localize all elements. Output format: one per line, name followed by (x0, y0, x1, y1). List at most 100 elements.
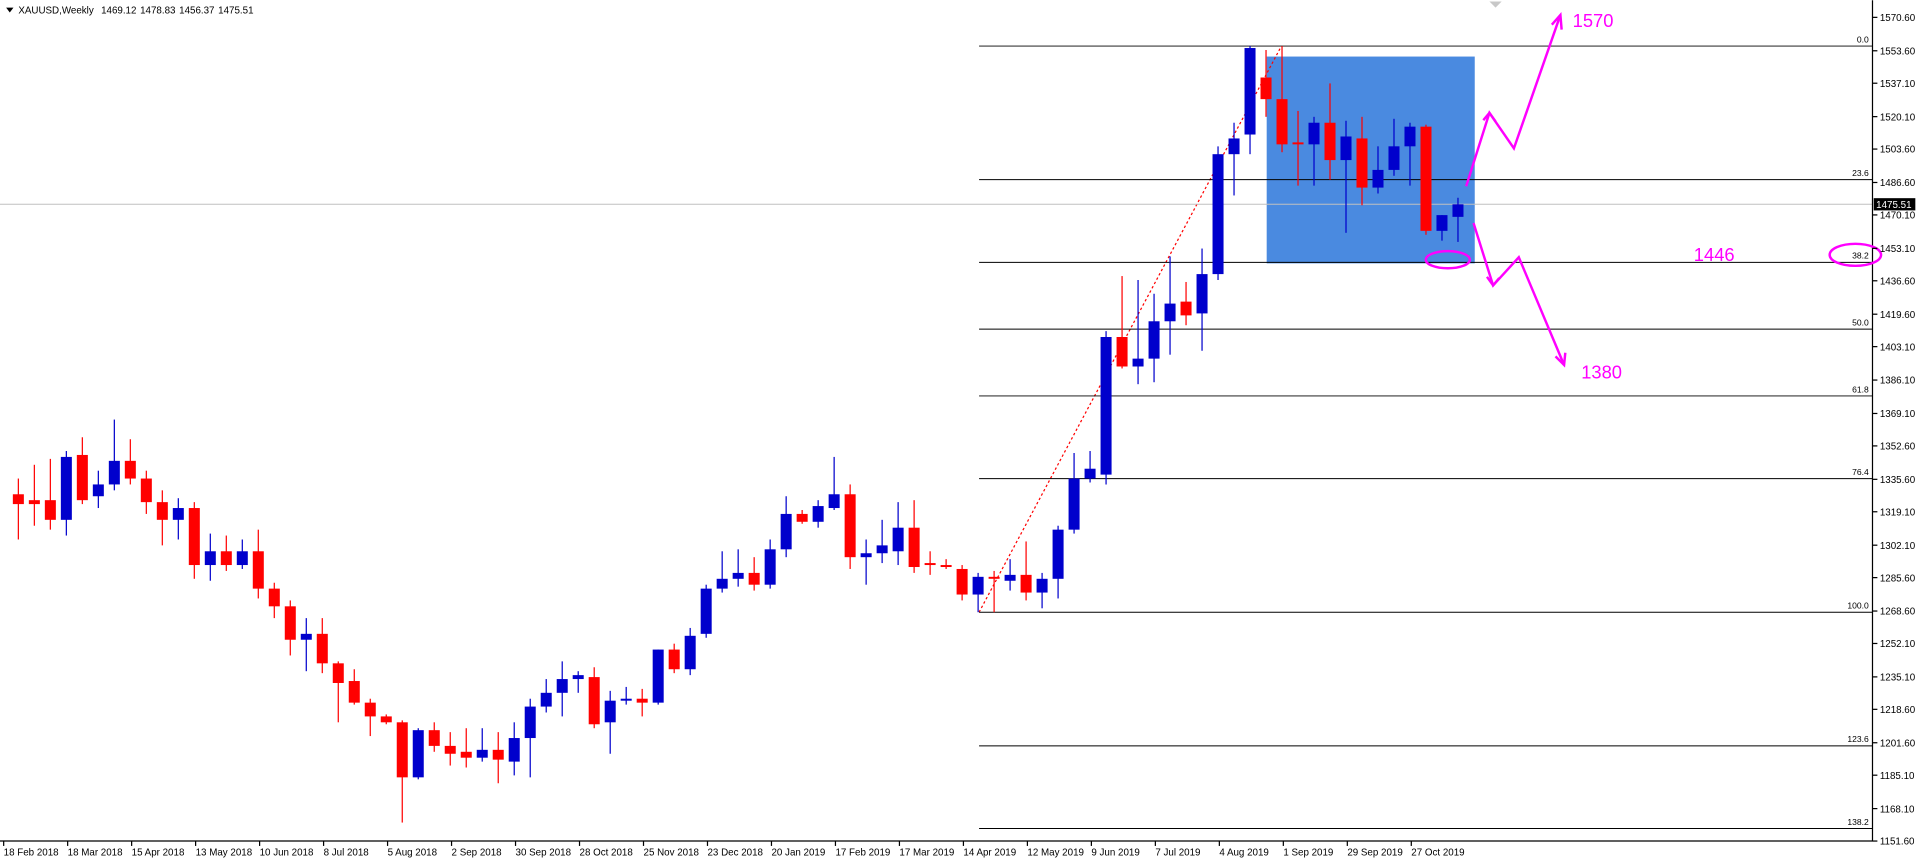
y-tick-label: 1503.60 (1880, 145, 1916, 156)
candle-body (172, 508, 184, 520)
x-tick-label: 30 Sep 2018 (516, 848, 572, 859)
highlight-ellipse (1828, 242, 1883, 268)
x-tick-label: 17 Mar 2019 (899, 848, 954, 859)
candle-body (1196, 274, 1208, 314)
arrow-head (1482, 110, 1497, 123)
candle-body (1404, 126, 1416, 147)
candle-body (828, 494, 840, 509)
candle-body (108, 460, 120, 485)
arrow-up (1465, 14, 1562, 187)
y-tick-label: 1168.10 (1880, 804, 1915, 815)
y-tick-label: 1185.10 (1880, 771, 1915, 782)
y-tick-label: 1570.60 (1880, 13, 1916, 24)
x-tick-label: 25 Nov 2018 (644, 848, 700, 859)
y-tick-label: 1486.60 (1880, 178, 1916, 189)
candle-body (860, 553, 872, 558)
candle-body (1052, 529, 1064, 579)
annotation: 1446 (1694, 244, 1735, 265)
candle-body (844, 494, 856, 558)
y-tick-label: 1537.10 (1880, 79, 1916, 90)
candle-body (140, 478, 152, 503)
y-tick-label: 1553.60 (1880, 46, 1916, 57)
candle-body (1068, 478, 1080, 530)
candle-body (876, 545, 888, 554)
y-tick-label: 1453.10 (1880, 244, 1916, 255)
x-tick-label: 29 Sep 2019 (1347, 848, 1402, 859)
candle-body (780, 513, 792, 550)
projection-arrows (1424, 11, 1883, 368)
candle-body (1004, 574, 1016, 581)
candle-body (684, 635, 696, 670)
candle-body (1036, 578, 1048, 593)
fib-label: 50.0 (1852, 317, 1869, 327)
plot-layer: 0.0 23.6 38.2 50.0 61.8 76.4 100.0 123.6 138.2 (0, 34, 1873, 829)
y-tick-label: 1403.10 (1880, 342, 1916, 353)
price-label-box (1873, 198, 1916, 211)
candle-body (236, 551, 248, 566)
candle-body (428, 730, 440, 746)
arrow-down (1472, 222, 1566, 366)
x-tick-label: 17 Feb 2019 (835, 848, 890, 859)
candle-body (492, 749, 504, 760)
candle-body (1420, 126, 1432, 231)
candle-body (1084, 468, 1096, 479)
annotation: 1570 (1573, 10, 1614, 31)
candle-body (188, 508, 200, 566)
y-tick-label: 1235.10 (1880, 673, 1916, 684)
highlight-ellipse (1424, 249, 1472, 270)
x-tick-label: 7 Jul 2019 (1155, 848, 1200, 859)
shift-marker (1489, 1, 1502, 8)
y-tick-label: 1252.10 (1880, 639, 1916, 650)
candle-body (284, 606, 296, 640)
fib-label: 138.2 (1847, 817, 1869, 827)
x-tick-label: 4 Aug 2019 (1219, 848, 1269, 859)
symbol: XAUUSD,Weekly (18, 6, 93, 17)
arrow-head (1554, 352, 1567, 368)
annotation: 1380 (1581, 361, 1622, 382)
y-tick-label: 1352.60 (1880, 442, 1916, 453)
x-tick-label: 12 May 2019 (1027, 848, 1084, 859)
x-tick-label: 15 Apr 2018 (132, 848, 185, 859)
x-tick-label: 1 Sep 2019 (1283, 848, 1333, 859)
candle-body (1100, 337, 1112, 475)
candle-body (508, 738, 520, 762)
candle-body (268, 588, 280, 607)
candle-body (1276, 99, 1288, 145)
candle-body (748, 572, 760, 585)
candle-body (76, 454, 88, 501)
candle-body (668, 649, 680, 670)
arrow-head (1485, 276, 1501, 288)
header-low: 1456.37 (179, 6, 214, 17)
candle-body (1020, 574, 1032, 593)
candle-body (252, 551, 264, 589)
candle-body (204, 551, 216, 566)
candle-body (28, 500, 40, 505)
candle-body (732, 572, 744, 579)
fib-label: 38.2 (1852, 251, 1869, 261)
candle-body (220, 551, 232, 566)
candle-body (316, 633, 328, 664)
candle-body (940, 565, 952, 568)
fib-label: 23.6 (1852, 168, 1869, 178)
candle-body (60, 456, 72, 520)
y-tick-label: 1369.10 (1880, 409, 1916, 420)
candle-body (364, 702, 376, 717)
candle-body (1228, 138, 1240, 155)
candle-body (444, 745, 456, 754)
header-high: 1478.83 (140, 6, 176, 17)
candle-body (1260, 77, 1272, 100)
y-tick-label: 1419.60 (1880, 310, 1916, 321)
candle-body (540, 692, 552, 707)
candle-body (460, 751, 472, 758)
x-tick-label: 28 Oct 2018 (580, 848, 634, 859)
candle-body (524, 706, 536, 739)
candle-body (1292, 142, 1304, 145)
fib-label: 0.0 (1857, 34, 1869, 44)
y-tick-label: 1436.60 (1880, 276, 1916, 287)
candle-body (972, 576, 984, 595)
fib-label: 100.0 (1847, 601, 1869, 611)
x-tick-label: 18 Feb 2018 (4, 848, 59, 859)
x-tick-label: 27 Oct 2019 (1411, 848, 1464, 859)
y-tick-label: 1268.60 (1880, 607, 1916, 618)
